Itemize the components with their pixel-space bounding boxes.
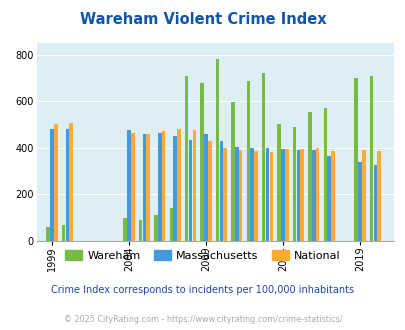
Bar (139, 220, 142, 241)
Bar (50, 129, 53, 241)
Legend: Wareham, Massachusetts, National: Wareham, Massachusetts, National (61, 246, 344, 265)
Text: Wareham Violent Crime Index: Wareham Violent Crime Index (79, 12, 326, 26)
Bar (246, 81, 249, 241)
Bar (315, 148, 319, 241)
Bar (169, 208, 173, 241)
Bar (292, 127, 296, 241)
Bar (204, 134, 207, 241)
Bar (230, 102, 234, 241)
Bar (219, 141, 223, 241)
Bar (62, 225, 65, 241)
Bar (361, 150, 364, 241)
Bar (269, 152, 273, 241)
Bar (369, 76, 372, 241)
Bar (66, 129, 69, 241)
Bar (177, 129, 180, 241)
Bar (192, 130, 196, 241)
Bar (281, 149, 284, 241)
Bar (300, 149, 303, 241)
Bar (261, 73, 265, 241)
Bar (127, 130, 130, 241)
Bar (357, 162, 361, 241)
Bar (146, 134, 149, 241)
Bar (173, 136, 177, 241)
Bar (131, 133, 134, 241)
Bar (277, 124, 280, 241)
Bar (200, 82, 203, 241)
Bar (184, 76, 188, 241)
Bar (207, 141, 211, 241)
Bar (46, 227, 50, 241)
Bar (54, 124, 58, 241)
Bar (250, 148, 253, 241)
Bar (311, 150, 315, 241)
Bar (223, 148, 226, 241)
Bar (354, 78, 357, 241)
Bar (323, 108, 326, 241)
Bar (69, 123, 73, 241)
Bar (215, 59, 219, 241)
Bar (162, 131, 165, 241)
Bar (158, 133, 161, 241)
Bar (330, 151, 334, 241)
Text: © 2025 CityRating.com - https://www.cityrating.com/crime-statistics/: © 2025 CityRating.com - https://www.city… (64, 315, 341, 324)
Bar (188, 140, 192, 241)
Bar (307, 112, 311, 241)
Bar (142, 134, 146, 241)
Bar (154, 215, 157, 241)
Bar (373, 165, 376, 241)
Bar (238, 150, 242, 241)
Bar (123, 217, 126, 241)
Bar (265, 148, 269, 241)
Bar (284, 149, 288, 241)
Bar (296, 150, 299, 241)
Bar (254, 151, 257, 241)
Bar (377, 151, 380, 241)
Bar (326, 156, 330, 241)
Bar (234, 147, 238, 241)
Text: Crime Index corresponds to incidents per 100,000 inhabitants: Crime Index corresponds to incidents per… (51, 285, 354, 295)
